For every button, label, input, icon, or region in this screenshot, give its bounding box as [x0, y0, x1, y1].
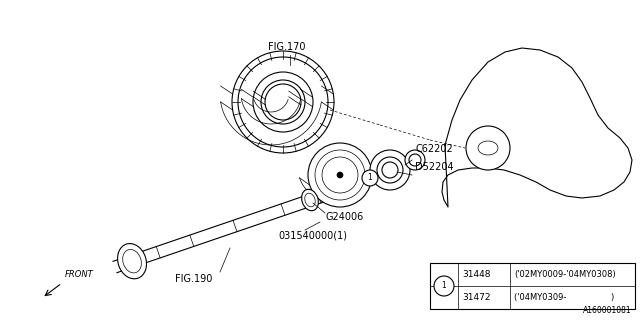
Text: C62202: C62202	[415, 144, 452, 154]
Circle shape	[466, 126, 510, 170]
Text: D52204: D52204	[415, 162, 454, 172]
Text: G24006: G24006	[325, 212, 364, 222]
Text: 31448: 31448	[462, 270, 490, 279]
Circle shape	[409, 154, 421, 166]
Text: 31472: 31472	[462, 293, 490, 302]
Text: 031540000(1): 031540000(1)	[278, 230, 347, 240]
Ellipse shape	[301, 189, 318, 211]
Circle shape	[362, 170, 378, 186]
Circle shape	[405, 150, 425, 170]
Text: A160001081: A160001081	[584, 306, 632, 315]
Text: 1: 1	[442, 282, 446, 291]
Text: 1: 1	[367, 173, 372, 182]
Text: ('02MY0009-'04MY0308): ('02MY0009-'04MY0308)	[514, 270, 616, 279]
Circle shape	[377, 157, 403, 183]
Circle shape	[434, 276, 454, 296]
Text: FIG.170: FIG.170	[268, 42, 305, 52]
Circle shape	[308, 143, 372, 207]
Circle shape	[382, 162, 398, 178]
Circle shape	[238, 57, 328, 147]
Text: FIG.190: FIG.190	[175, 274, 212, 284]
Text: FRONT: FRONT	[65, 270, 93, 279]
Circle shape	[337, 172, 343, 178]
Bar	[430, 263, 635, 309]
Text: ('04MY0309-                 ): ('04MY0309- )	[514, 293, 614, 302]
Circle shape	[370, 150, 410, 190]
Ellipse shape	[118, 244, 147, 279]
